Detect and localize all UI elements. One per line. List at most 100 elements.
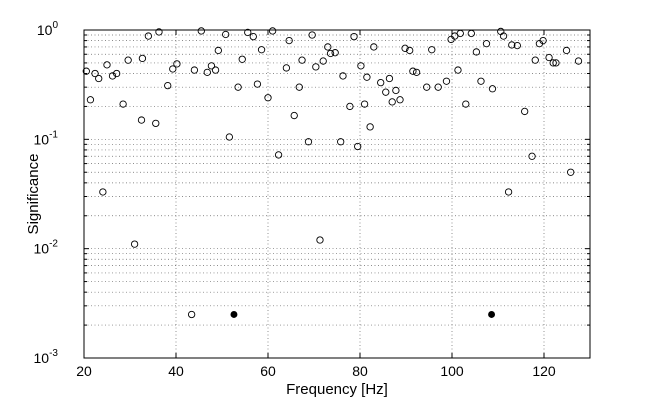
data-point	[346, 102, 354, 111]
data-point	[504, 188, 513, 196]
data-point	[119, 100, 127, 108]
y-tick-label: 100	[37, 20, 59, 38]
y-tick-exponent: -3	[49, 348, 58, 359]
data-point	[95, 74, 103, 83]
data-point	[360, 100, 369, 108]
y-tick-label: 10-3	[34, 348, 59, 366]
data-point	[155, 28, 163, 36]
data-point	[187, 310, 196, 319]
data-point	[499, 32, 508, 40]
data-point	[363, 73, 371, 81]
data-point	[103, 61, 111, 69]
x-tick-label: 120	[532, 363, 556, 379]
data-point	[331, 49, 339, 57]
data-point	[472, 48, 481, 56]
data-point	[401, 44, 409, 52]
data-point	[316, 236, 324, 244]
data-point	[385, 74, 394, 83]
data-point	[406, 46, 414, 55]
data-point	[91, 69, 99, 78]
data-point	[513, 41, 521, 50]
data-point	[319, 57, 327, 65]
data-point	[357, 62, 365, 70]
data-point	[370, 43, 378, 51]
data-point	[482, 40, 491, 48]
data-point	[567, 168, 575, 176]
data-point	[304, 138, 313, 146]
data-point	[253, 80, 262, 88]
data-point	[130, 240, 139, 248]
y-axis-label: Significance	[25, 154, 42, 235]
data-point	[295, 83, 303, 91]
data-point	[412, 68, 421, 76]
data-point	[257, 46, 266, 54]
data-point	[409, 67, 417, 75]
data-point	[462, 100, 470, 108]
y-tick-exponent: -1	[49, 129, 58, 140]
y-tick-base: 10	[37, 22, 53, 38]
data-point	[477, 77, 485, 85]
data-point	[574, 57, 583, 65]
data-point	[377, 78, 385, 87]
data-point	[152, 119, 160, 128]
data-point	[207, 62, 216, 70]
data-point	[190, 66, 199, 74]
data-point	[308, 31, 316, 39]
data-point	[173, 60, 181, 68]
data-point	[214, 46, 222, 55]
data-point	[108, 72, 117, 80]
x-axis-label: Frequency [Hz]	[286, 381, 388, 398]
data-point	[264, 94, 272, 102]
data-point	[350, 32, 358, 41]
data-point	[562, 46, 571, 55]
data-point	[138, 54, 147, 63]
data-point	[282, 64, 291, 72]
data-point	[197, 27, 205, 35]
data-point-filled	[230, 311, 238, 318]
data-point	[423, 83, 431, 91]
grid-layer	[84, 30, 590, 358]
plot-frame	[83, 29, 591, 359]
y-tick-base: 10	[34, 241, 50, 257]
data-point	[488, 85, 497, 93]
data-point	[238, 55, 246, 63]
points-layer	[82, 27, 583, 319]
data-point	[82, 67, 90, 75]
data-point	[549, 59, 557, 67]
data-point	[249, 32, 257, 41]
data-point	[528, 152, 536, 160]
data-point	[388, 98, 396, 106]
data-point-filled	[488, 311, 496, 318]
data-point	[137, 116, 146, 124]
data-point	[337, 138, 345, 146]
data-point	[164, 81, 172, 90]
data-point	[211, 66, 220, 74]
data-point	[144, 32, 153, 40]
data-point	[354, 142, 362, 151]
y-tick-exponent: 0	[52, 20, 58, 31]
data-point	[382, 88, 390, 96]
data-point	[539, 36, 547, 45]
data-point	[428, 46, 436, 54]
y-tick-label: 10-2	[34, 239, 59, 257]
data-point	[456, 29, 464, 38]
data-point	[366, 123, 374, 131]
data-point	[244, 28, 252, 37]
data-point	[339, 72, 347, 80]
data-point	[113, 69, 121, 78]
x-tick-label: 80	[352, 363, 368, 379]
y-tick-base: 10	[34, 131, 50, 147]
data-point	[545, 53, 553, 62]
data-point	[531, 56, 539, 64]
data-point	[312, 63, 320, 71]
data-point	[552, 59, 560, 67]
data-point	[290, 111, 298, 120]
data-point	[86, 96, 95, 104]
data-point	[169, 65, 177, 73]
y-tick-base: 10	[34, 350, 50, 366]
data-point	[268, 27, 277, 35]
data-point	[274, 151, 283, 159]
y-tick-exponent: -2	[49, 239, 58, 250]
